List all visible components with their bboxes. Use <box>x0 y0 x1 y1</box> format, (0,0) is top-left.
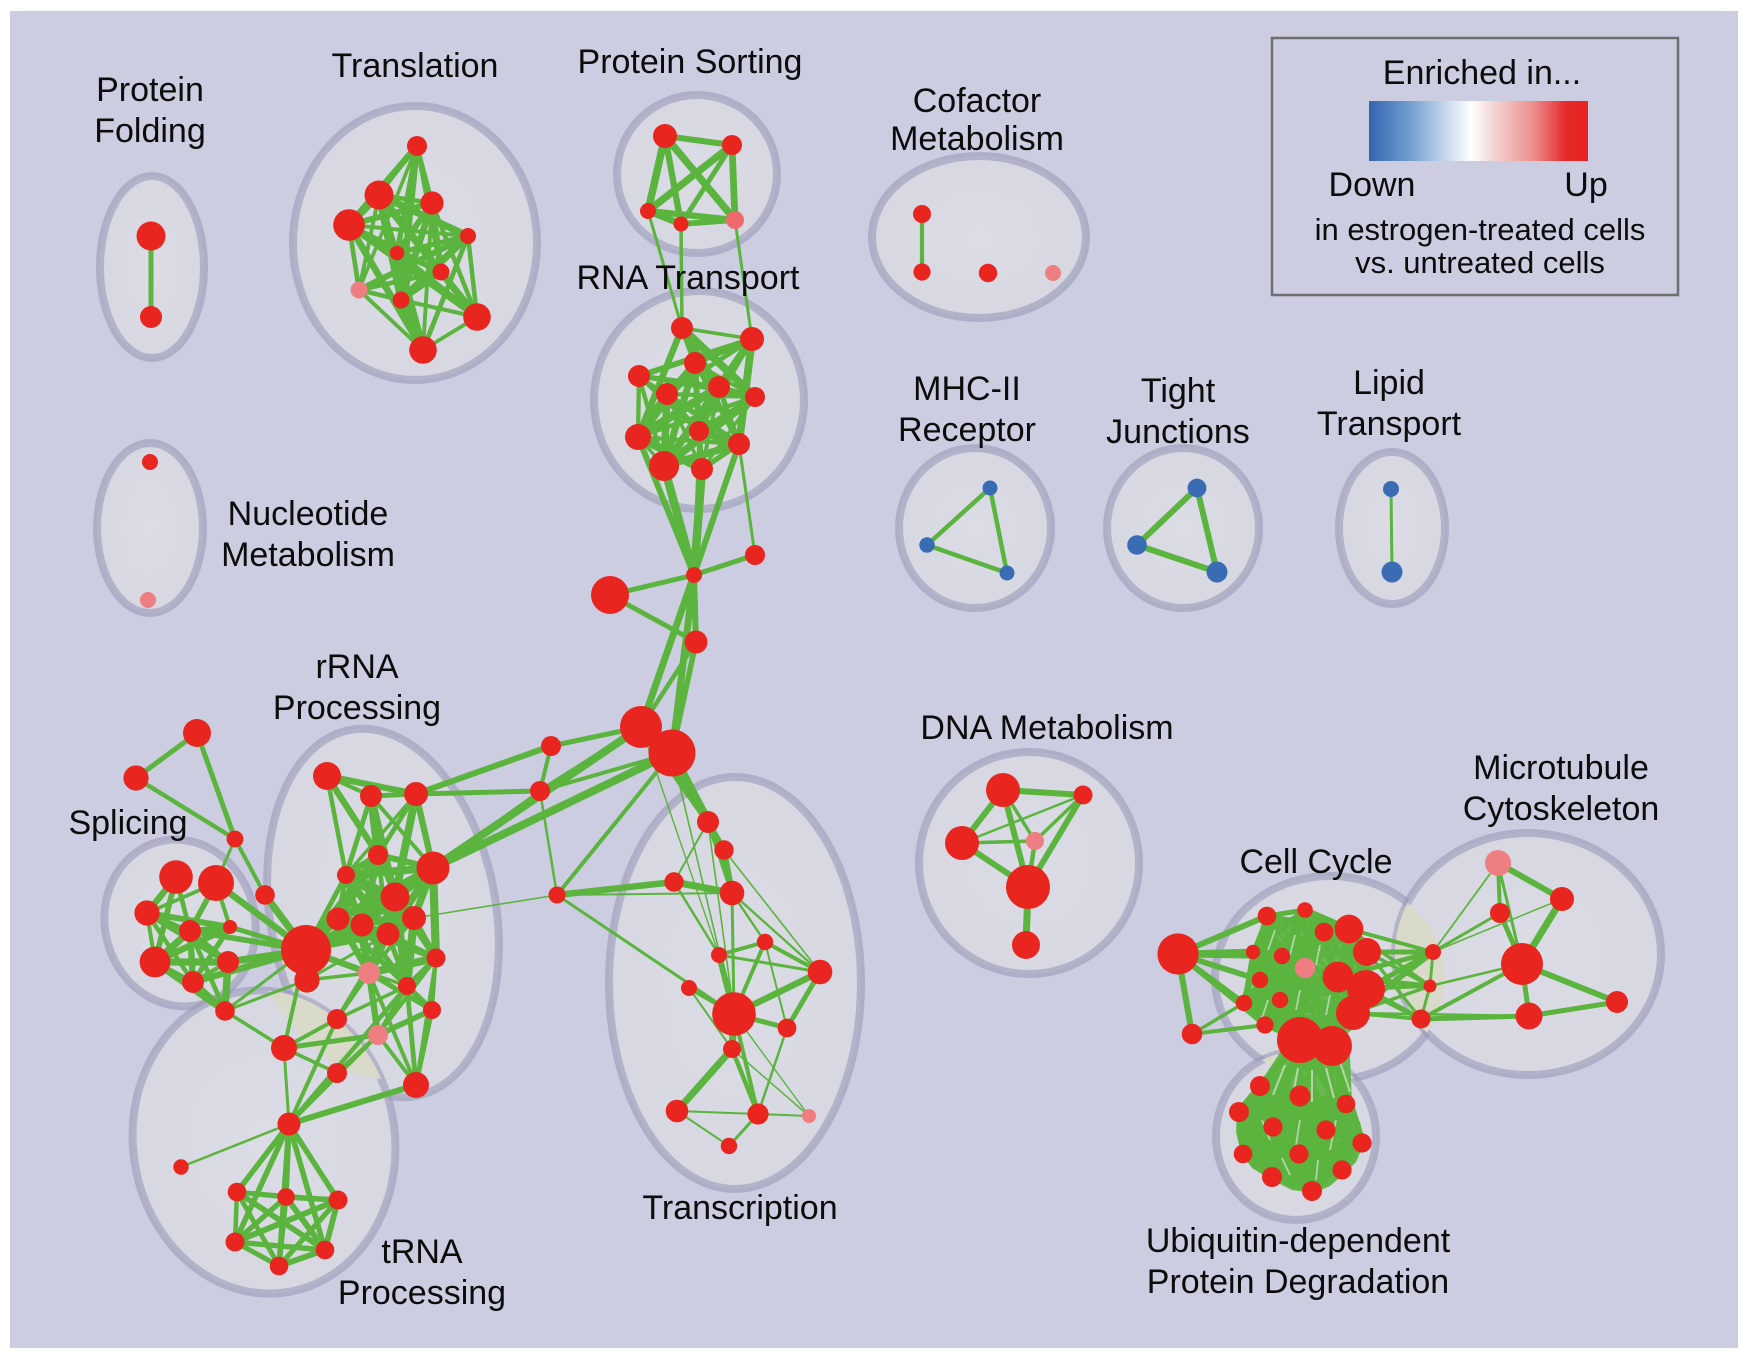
svg-text:Enriched in...: Enriched in... <box>1383 54 1581 92</box>
svg-text:RNA Transport: RNA Transport <box>577 259 801 297</box>
svg-text:Processing: Processing <box>273 689 441 727</box>
svg-text:rRNA: rRNA <box>315 648 398 686</box>
svg-text:Receptor: Receptor <box>898 411 1036 449</box>
svg-text:in estrogen-treated cells: in estrogen-treated cells <box>1315 212 1646 247</box>
svg-text:Microtubule: Microtubule <box>1473 749 1649 787</box>
svg-text:Lipid: Lipid <box>1353 364 1425 402</box>
svg-text:Splicing: Splicing <box>68 804 187 842</box>
svg-text:Cofactor: Cofactor <box>913 82 1042 120</box>
svg-text:Down: Down <box>1329 166 1416 204</box>
svg-text:Up: Up <box>1564 166 1607 204</box>
svg-text:Nucleotide: Nucleotide <box>228 495 389 533</box>
svg-text:Junctions: Junctions <box>1106 413 1250 451</box>
svg-text:Ubiquitin-dependent: Ubiquitin-dependent <box>1146 1222 1451 1260</box>
svg-text:Protein Sorting: Protein Sorting <box>578 43 803 81</box>
svg-text:MHC-II: MHC-II <box>913 370 1021 408</box>
svg-text:DNA Metabolism: DNA Metabolism <box>920 709 1173 747</box>
svg-text:tRNA: tRNA <box>381 1233 463 1271</box>
svg-text:vs. untreated cells: vs. untreated cells <box>1355 245 1605 280</box>
svg-text:Protein: Protein <box>96 71 204 109</box>
svg-text:Transcription: Transcription <box>642 1189 837 1227</box>
svg-text:Cytoskeleton: Cytoskeleton <box>1463 790 1660 828</box>
svg-text:Metabolism: Metabolism <box>221 536 395 574</box>
svg-text:Metabolism: Metabolism <box>890 120 1064 158</box>
svg-text:Folding: Folding <box>94 112 206 150</box>
svg-text:Tight: Tight <box>1141 372 1216 410</box>
svg-text:Cell Cycle: Cell Cycle <box>1239 843 1392 881</box>
svg-text:Processing: Processing <box>338 1274 506 1312</box>
svg-text:Transport: Transport <box>1317 405 1462 443</box>
svg-text:Translation: Translation <box>332 47 499 85</box>
svg-text:Protein Degradation: Protein Degradation <box>1147 1263 1449 1301</box>
